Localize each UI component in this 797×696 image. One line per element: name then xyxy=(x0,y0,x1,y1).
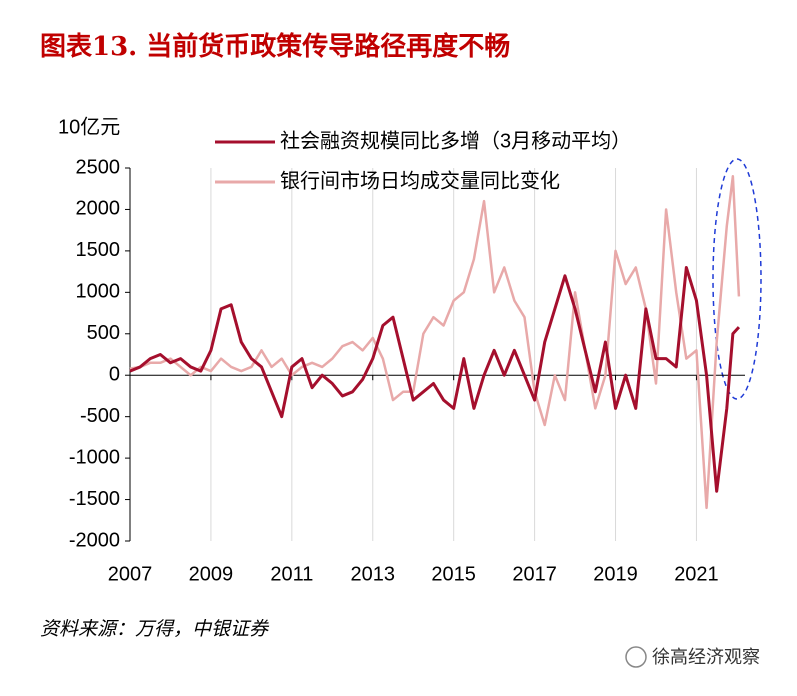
x-tick-label: 2009 xyxy=(189,563,234,585)
y-tick-label: 1500 xyxy=(76,239,121,261)
x-tick-label: 2019 xyxy=(593,563,638,585)
y-tick-label: -2000 xyxy=(69,529,120,551)
line-series xyxy=(129,175,741,510)
legend-label: 银行间市场日均成交量同比变化 xyxy=(280,169,560,192)
y-unit: 10亿元 xyxy=(58,115,120,138)
source: 资料来源：万得，中银证券 xyxy=(40,618,270,640)
x-tick-label: 2013 xyxy=(351,563,396,585)
highlight-ellipse xyxy=(712,158,762,400)
y-tick-label: 2000 xyxy=(76,198,121,220)
legend-label: 社会融资规模同比多增（3月移动平均） xyxy=(280,129,631,152)
x-tick-label: 2015 xyxy=(431,563,476,585)
watermark-icon xyxy=(625,646,647,668)
x-tick-label: 2017 xyxy=(512,563,557,585)
y-tick-label: 500 xyxy=(87,322,120,344)
line-series xyxy=(129,265,741,493)
y-tick-label: -500 xyxy=(80,405,120,427)
x-tick-label: 2007 xyxy=(108,563,153,585)
y-tick-label: 0 xyxy=(109,364,120,386)
y-tick-label: -1500 xyxy=(69,488,120,510)
chart-title: 图表13. 当前货币政策传导路径再度不畅 xyxy=(40,31,510,62)
x-tick-label: 2011 xyxy=(270,563,313,585)
y-tick-label: 1000 xyxy=(76,281,121,303)
x-tick-label: 2021 xyxy=(674,563,719,585)
y-tick-label: 2500 xyxy=(76,156,121,178)
y-tick-label: -1000 xyxy=(69,446,120,468)
watermark: 徐高经济观察 xyxy=(652,647,760,667)
